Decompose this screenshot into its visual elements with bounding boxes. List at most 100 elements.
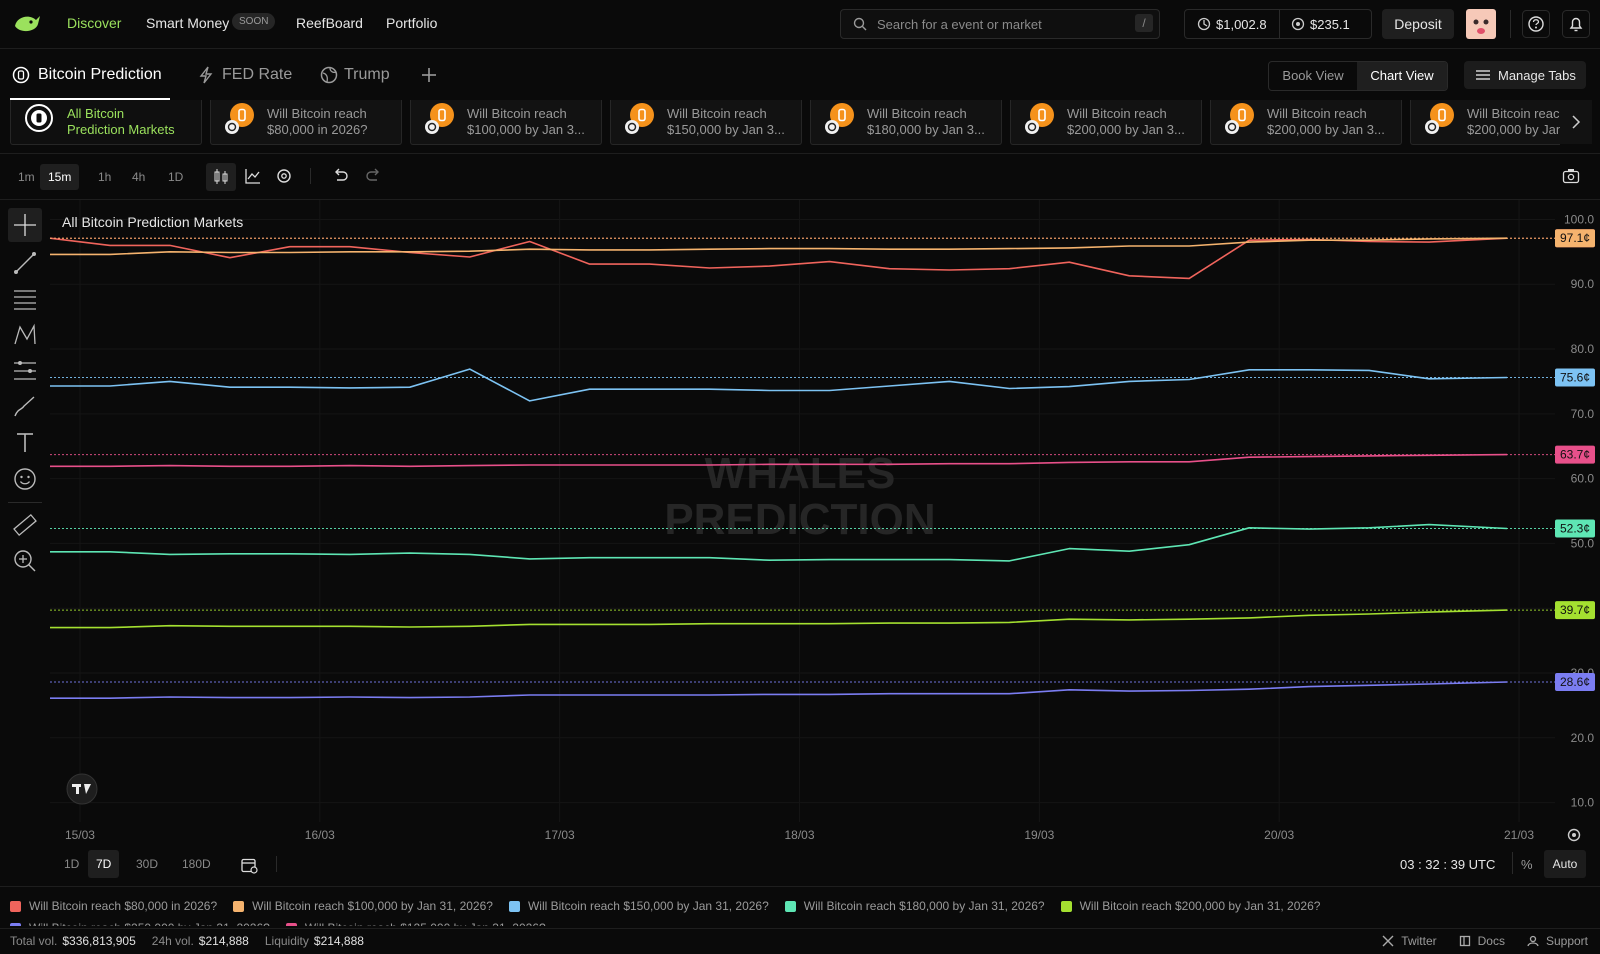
- line-chart-button[interactable]: [244, 167, 262, 185]
- stat-value: $336,813,905: [62, 934, 136, 948]
- notifications-button[interactable]: [1562, 10, 1590, 38]
- divider: [0, 153, 1600, 154]
- legend-item[interactable]: Will Bitcoin reach $150,000 by Jan 31, 2…: [508, 898, 769, 914]
- market-title: $180,000 by Jan 3...: [867, 122, 985, 137]
- view-option[interactable]: Chart View: [1357, 62, 1447, 90]
- market-title: Will Bitcoin reach: [667, 106, 767, 121]
- redo-button[interactable]: [364, 167, 382, 185]
- divider: [1279, 10, 1280, 38]
- deposit-button[interactable]: Deposit: [1382, 9, 1454, 39]
- undo-button[interactable]: [332, 167, 350, 185]
- nav-link[interactable]: Discover: [67, 15, 122, 31]
- y-tick-label: 20.0: [1571, 731, 1595, 745]
- legend-label: Will Bitcoin reach $125,000 by Jan 31, 2…: [305, 921, 546, 926]
- series-line: [50, 609, 1508, 629]
- market-card[interactable]: Will Bitcoin reach$200,000 by Jan 3...: [1410, 100, 1560, 145]
- footer-link[interactable]: Twitter: [1382, 934, 1437, 948]
- text-tool[interactable]: [12, 430, 38, 456]
- market-card[interactable]: All Bitcoin Prediction Markets: [10, 100, 202, 145]
- auto-scale-toggle[interactable]: Auto: [1544, 850, 1586, 878]
- legend-item[interactable]: Will Bitcoin reach $200,000 by Jan 31, 2…: [1060, 898, 1320, 914]
- nav-link[interactable]: Portfolio: [386, 15, 438, 31]
- market-icon: [225, 103, 254, 134]
- price-tag-label: 97.1¢: [1560, 231, 1590, 245]
- active-tab-underline: [10, 98, 170, 100]
- market-card[interactable]: Will Bitcoin reach $150,000 by Jan 3...: [610, 100, 802, 145]
- market-title: $100,000 by Jan 3...: [467, 122, 585, 137]
- tab[interactable]: Trump: [344, 66, 390, 83]
- avatar[interactable]: [1466, 9, 1496, 39]
- legend-item[interactable]: Will Bitcoin reach $100,000 by Jan 31, 2…: [233, 898, 493, 914]
- x-tick-label: 17/03: [545, 828, 575, 842]
- crosshair-tool[interactable]: [8, 208, 42, 242]
- market-card[interactable]: Will Bitcoin reach$200,000 by Jan 3...: [1010, 100, 1202, 145]
- interval-button[interactable]: 1D: [168, 170, 184, 184]
- legend-item[interactable]: Will Bitcoin reach $180,000 by Jan 31, 2…: [784, 898, 1045, 914]
- fib-tool[interactable]: [12, 286, 38, 312]
- interval-button[interactable]: 4h: [132, 170, 146, 184]
- trendline-tool[interactable]: [12, 250, 38, 276]
- y-tick-label: 60.0: [1571, 472, 1595, 486]
- footer-link[interactable]: Support: [1527, 934, 1588, 948]
- y-tick-label: 50.0: [1571, 536, 1595, 550]
- percent-toggle[interactable]: %: [1521, 857, 1533, 872]
- footer-icon: [1527, 935, 1539, 947]
- legend-swatch: [784, 900, 796, 912]
- add-tab-button[interactable]: [420, 66, 438, 84]
- interval-button[interactable]: 15m: [40, 164, 80, 190]
- market-card[interactable]: Will Bitcoin reach $80,000 in 2026?: [210, 100, 402, 145]
- market-card[interactable]: Will Bitcoin reach$200,000 by Jan 3...: [1210, 100, 1402, 145]
- axis-settings[interactable]: [1567, 828, 1581, 842]
- stat-label: Liquidity: [264, 934, 309, 948]
- ruler-tool[interactable]: [12, 512, 38, 538]
- price-tag: [1555, 229, 1595, 248]
- grid: [50, 200, 1555, 822]
- screenshot-button[interactable]: [1562, 168, 1580, 184]
- series-line: [50, 237, 1508, 256]
- tradingview-logo[interactable]: [66, 773, 98, 805]
- settings-button[interactable]: [275, 167, 293, 185]
- range-button[interactable]: 180D: [182, 857, 211, 871]
- help-button[interactable]: [1522, 10, 1550, 38]
- emoji-tool[interactable]: [12, 466, 38, 492]
- brush-tool[interactable]: [12, 394, 38, 420]
- price-tag: [1555, 368, 1595, 387]
- divider: [276, 856, 277, 872]
- legend-item[interactable]: Will Bitcoin reach $125,000 by Jan 31, 2…: [285, 920, 546, 926]
- price-tag-label: 52.3¢: [1560, 521, 1590, 535]
- pattern-tool[interactable]: [12, 322, 38, 348]
- search-box[interactable]: Search for a event or market /: [840, 9, 1160, 39]
- market-title: Will Bitcoin reach: [267, 106, 367, 121]
- legend-label: Will Bitcoin reach $250,000 by Jan 31, 2…: [29, 921, 270, 926]
- interval-button[interactable]: 1h: [98, 170, 112, 184]
- cards-next-button[interactable]: [1560, 100, 1592, 144]
- logo[interactable]: [12, 10, 42, 36]
- date-range-button[interactable]: [240, 856, 258, 874]
- footer-link[interactable]: Docs: [1459, 934, 1505, 948]
- footer-icon: [1459, 935, 1470, 947]
- series-line: [50, 681, 1508, 699]
- y-tick-label: 100.0: [1564, 212, 1594, 226]
- range-button[interactable]: 30D: [136, 857, 159, 871]
- zoom-tool[interactable]: [12, 548, 38, 574]
- range-button[interactable]: 7D: [88, 850, 120, 878]
- market-title: $200,000 by Jan 3...: [1267, 122, 1385, 137]
- view-option[interactable]: Book View: [1282, 68, 1344, 83]
- market-card[interactable]: Will Bitcoin reach $180,000 by Jan 3...: [810, 100, 1002, 145]
- nav-link[interactable]: ReefBoard: [296, 15, 363, 31]
- search-icon: [853, 17, 867, 31]
- market-card[interactable]: Will Bitcoin reach $100,000 by Jan 3...: [410, 100, 602, 145]
- balances[interactable]: $1,002.8 $235.1: [1184, 9, 1372, 39]
- legend-item[interactable]: Will Bitcoin reach $250,000 by Jan 31, 2…: [10, 920, 270, 926]
- legend-item[interactable]: Will Bitcoin reach $80,000 in 2026?: [10, 898, 217, 914]
- interval-button[interactable]: 1m: [18, 170, 35, 184]
- nav-link[interactable]: Smart Money: [146, 15, 230, 31]
- forecast-tool[interactable]: [12, 358, 38, 384]
- tab[interactable]: Bitcoin Prediction: [38, 66, 162, 83]
- range-button[interactable]: 1D: [64, 857, 80, 871]
- candle-button[interactable]: [206, 163, 236, 191]
- legend-swatch: [1060, 900, 1072, 912]
- tab[interactable]: FED Rate: [222, 66, 293, 83]
- market-title: Will Bitcoin reach: [1267, 106, 1367, 121]
- manage-tabs-button[interactable]: Manage Tabs: [1464, 61, 1586, 89]
